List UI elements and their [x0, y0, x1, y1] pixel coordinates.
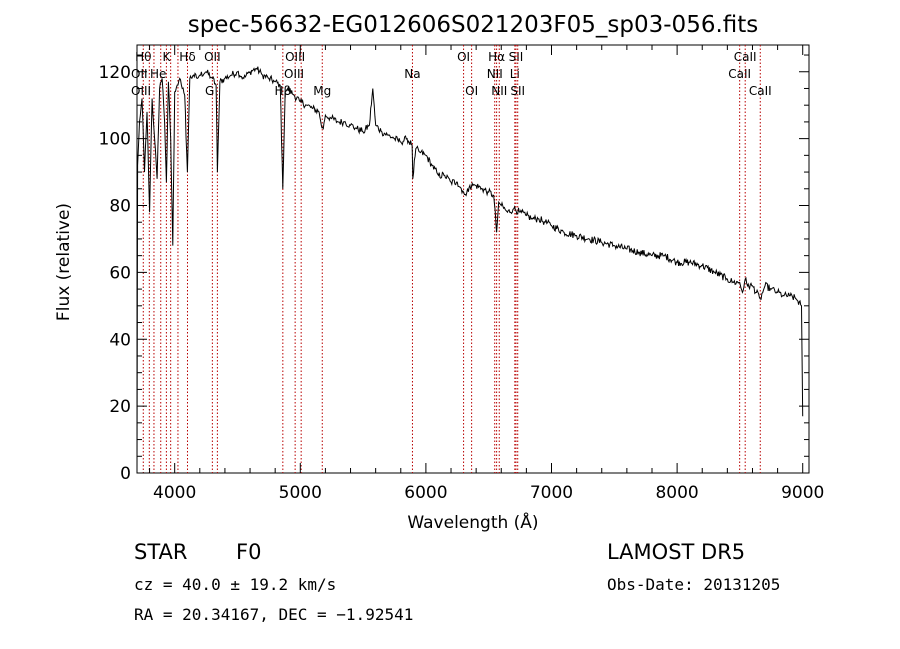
line-label-13: Mg [313, 84, 331, 98]
info-panel: STAR F0 LAMOST DR5 cz = 40.0 ± 19.2 km/s… [134, 540, 780, 624]
spectral-line-markers: Hθ K Hδ OIIHβOIIIMgNaOIOINIIHαNIILiSIISIICa… [131, 45, 772, 473]
spectrum-curve [136, 66, 804, 474]
line-label-0: Hθ [135, 50, 151, 64]
x-tick-label-6000: 6000 [404, 483, 447, 503]
line-label-24: CaII [734, 50, 757, 64]
line-label-25: CaII [749, 84, 772, 98]
plot-frame [136, 44, 810, 474]
y-tick-label-20: 20 [109, 397, 131, 417]
y-tick-label-0: 0 [120, 464, 131, 484]
line-label-23: CaII [728, 67, 751, 81]
ra-dec: RA = 20.34167, DEC = −1.92541 [134, 605, 413, 624]
line-label-20: Li [510, 67, 520, 81]
object-class: STAR [134, 540, 187, 564]
line-label-19: NII [491, 84, 507, 98]
line-label-18: Hα [488, 50, 505, 64]
line-label-16: OI [465, 84, 478, 98]
chart-title: spec-56632-EG012606S021203F05_sp03-056.f… [188, 12, 759, 38]
y-tick-label-120: 120 [99, 63, 131, 83]
x-tick-label-4000: 4000 [153, 483, 196, 503]
line-label-8: OII [204, 50, 221, 64]
x-axis-label: Wavelength (Å) [407, 511, 538, 533]
x-axis-ticks: 4000 5000 6000 7000 8000 9000 [149, 45, 824, 503]
x-tick-label-9000: 9000 [781, 483, 824, 503]
y-tick-label-80: 80 [109, 197, 131, 217]
line-label-extra-0: OII [131, 67, 148, 81]
x-tick-label-7000: 7000 [530, 483, 573, 503]
line-label-extra-4: OIII [284, 67, 304, 81]
survey-name: LAMOST DR5 [607, 540, 745, 564]
y-tick-label-60: 60 [109, 263, 131, 283]
line-label-extra-1: He [150, 67, 166, 81]
redshift-cz: cz = 40.0 ± 19.2 km/s [134, 575, 336, 594]
line-label-17: NII [487, 67, 503, 81]
spectrum-series [136, 66, 804, 474]
line-label-extra-3: G [205, 84, 214, 98]
line-label-21: SII [509, 50, 524, 64]
line-label-22: SII [510, 84, 525, 98]
y-tick-label-40: 40 [109, 330, 131, 350]
object-subclass: F0 [236, 540, 261, 564]
x-tick-label-5000: 5000 [279, 483, 322, 503]
line-label-extra-2: OIII [131, 84, 151, 98]
line-label-4: K [162, 50, 171, 64]
plot-area: Hθ K Hδ OIIHβOIIIMgNaOIOINIIHαNIILiSIISIICa… [99, 44, 824, 503]
y-tick-label-100: 100 [99, 130, 131, 150]
obs-date: Obs-Date: 20131205 [607, 575, 780, 594]
line-label-7: Hδ [179, 50, 195, 64]
x-tick-label-8000: 8000 [655, 483, 698, 503]
line-label-14: Na [404, 67, 420, 81]
line-label-10: Hβ [274, 84, 291, 98]
line-label-11: OIII [285, 50, 305, 64]
line-label-15: OI [457, 50, 470, 64]
y-axis-ticks: 0 20 40 60 80 100 120 [99, 54, 809, 484]
y-axis-label: Flux (relative) [54, 203, 74, 321]
